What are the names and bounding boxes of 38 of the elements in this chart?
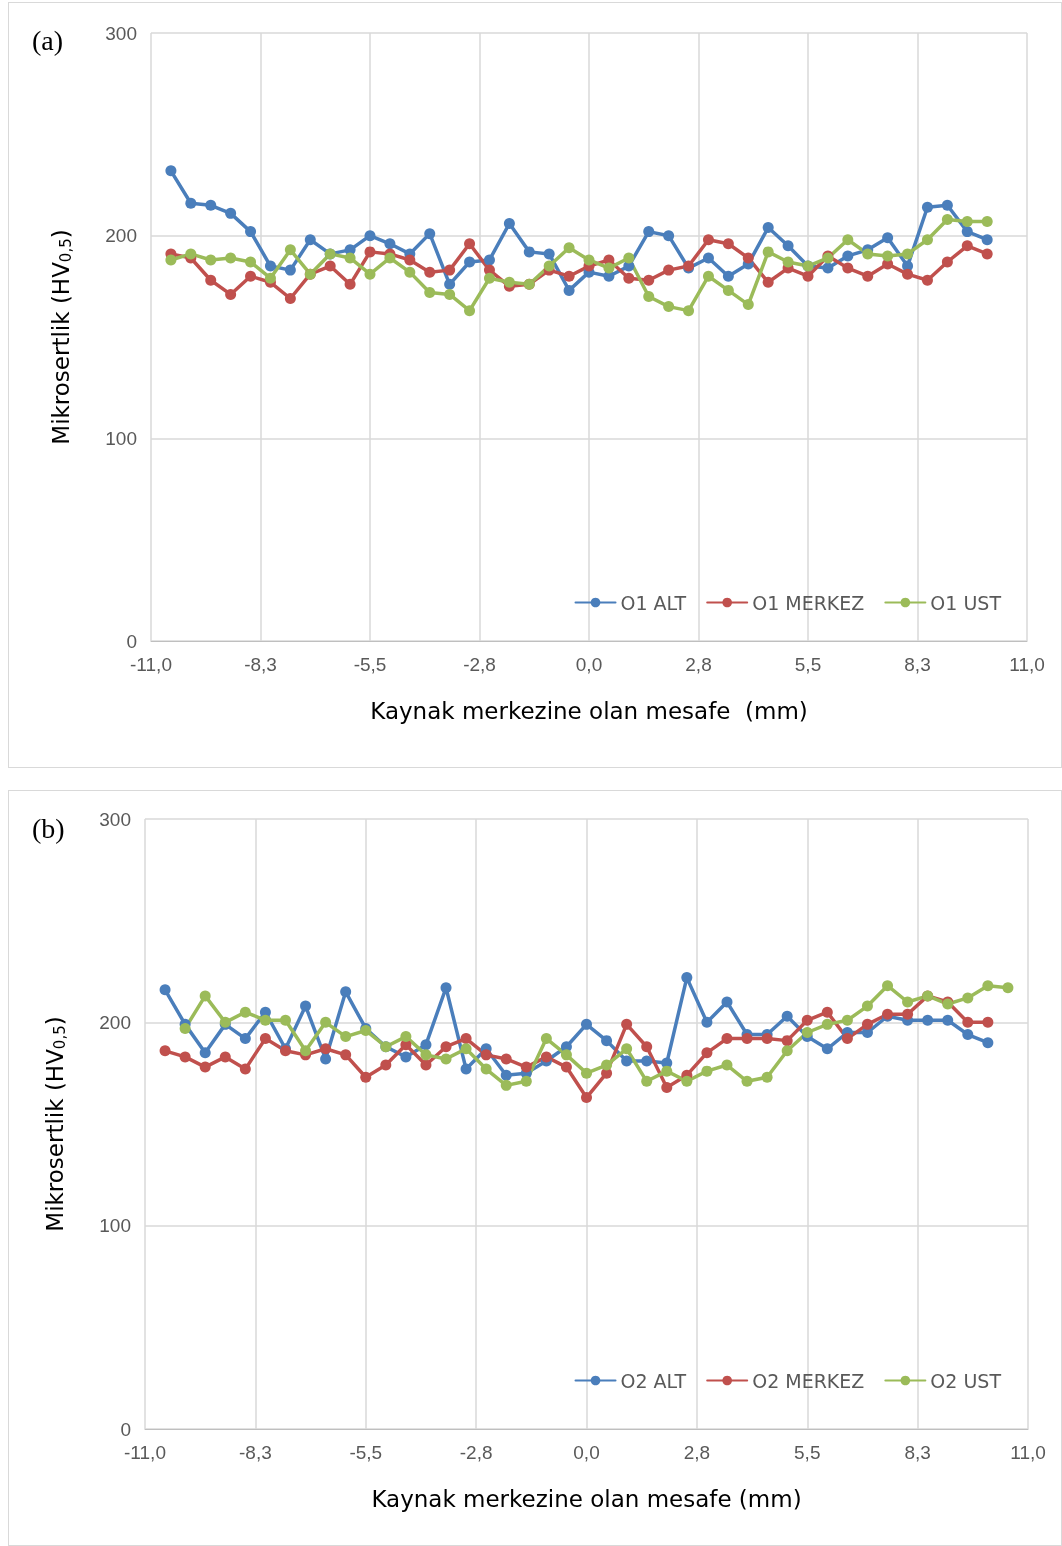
x-tick-label: 2,8 <box>683 1442 711 1463</box>
x-tick-label: -2,8 <box>459 1442 493 1463</box>
legend-label: O1 ALT <box>620 591 687 614</box>
x-tick-label: 8,3 <box>904 654 931 675</box>
chart-title: (a) <box>32 24 64 56</box>
y-tick-label: 300 <box>105 22 137 44</box>
legend-label: O2 ALT <box>620 1369 687 1392</box>
y-tick-label: 300 <box>99 808 131 830</box>
x-tick-label: -11,0 <box>130 654 172 675</box>
x-tick-label: 2,8 <box>685 654 712 675</box>
x-tick-label: -2,8 <box>463 654 496 675</box>
x-axis-title: Kaynak merkezine olan mesafe (mm) <box>371 1485 802 1512</box>
x-tick-label: -5,5 <box>349 1442 383 1463</box>
y-axis-title: Mikrosertlik (HV0,5) <box>47 229 75 445</box>
x-tick-label: -8,3 <box>244 654 277 675</box>
legend-label: O1 MERKEZ <box>752 591 865 614</box>
x-tick-label: -8,3 <box>239 1442 272 1463</box>
chart-title: (b) <box>32 812 65 844</box>
x-tick-label: 8,3 <box>904 1442 931 1463</box>
x-tick-label: -11,0 <box>124 1442 166 1463</box>
y-tick-label: 200 <box>99 1011 131 1033</box>
x-tick-label: 5,5 <box>794 654 822 675</box>
legend-label: O1 UST <box>930 591 1002 614</box>
legend-label: O2 UST <box>930 1369 1002 1392</box>
x-tick-label: 11,0 <box>1010 1442 1046 1463</box>
legend-label: O2 MERKEZ <box>752 1369 865 1392</box>
y-tick-label: 0 <box>126 630 137 652</box>
x-tick-label: 0,0 <box>573 1442 600 1463</box>
y-tick-label: 100 <box>99 1215 131 1237</box>
y-tick-label: 0 <box>120 1418 131 1440</box>
x-tick-label: -5,5 <box>353 654 387 675</box>
x-tick-label: 5,5 <box>794 1442 821 1463</box>
x-tick-label: 11,0 <box>1009 654 1045 675</box>
y-axis-title: Mikrosertlik (HV0,5) <box>41 1016 69 1232</box>
y-tick-label: 100 <box>105 427 137 449</box>
y-tick-label: 200 <box>105 225 137 247</box>
x-tick-label: 0,0 <box>575 654 603 675</box>
x-axis-title: Kaynak merkezine olan mesafe (mm) <box>370 697 808 724</box>
